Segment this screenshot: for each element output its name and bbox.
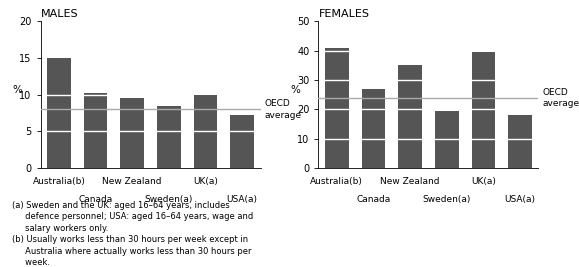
Bar [471,52,496,168]
Bar [398,65,422,168]
Y-axis label: %: % [13,85,23,95]
Bar [120,99,144,168]
Text: Australia(b): Australia(b) [32,177,85,186]
Text: New Zealand: New Zealand [102,177,162,186]
Text: OECD
average: OECD average [265,99,302,120]
Bar [230,115,254,168]
Bar [508,115,532,168]
Text: Canada: Canada [356,195,391,204]
Bar [193,95,218,168]
Text: New Zealand: New Zealand [380,177,440,186]
Bar [83,93,108,168]
Text: UK(a): UK(a) [471,177,496,186]
Bar [47,58,71,168]
Text: MALES: MALES [41,9,78,19]
Text: (a) Sweden and the UK: aged 16–64 years, includes
     defence personnel; USA: a: (a) Sweden and the UK: aged 16–64 years,… [12,201,253,267]
Text: Sweden(a): Sweden(a) [145,195,193,204]
Text: OECD
average: OECD average [543,88,579,108]
Text: USA(a): USA(a) [505,195,536,204]
Text: USA(a): USA(a) [227,195,258,204]
Text: Canada: Canada [78,195,113,204]
Bar [157,106,181,168]
Text: FEMALES: FEMALES [318,9,369,19]
Bar [435,111,459,168]
Text: Sweden(a): Sweden(a) [423,195,471,204]
Bar [325,48,349,168]
Bar [361,89,386,168]
Y-axis label: %: % [291,85,301,95]
Text: Australia(b): Australia(b) [310,177,363,186]
Text: UK(a): UK(a) [193,177,218,186]
